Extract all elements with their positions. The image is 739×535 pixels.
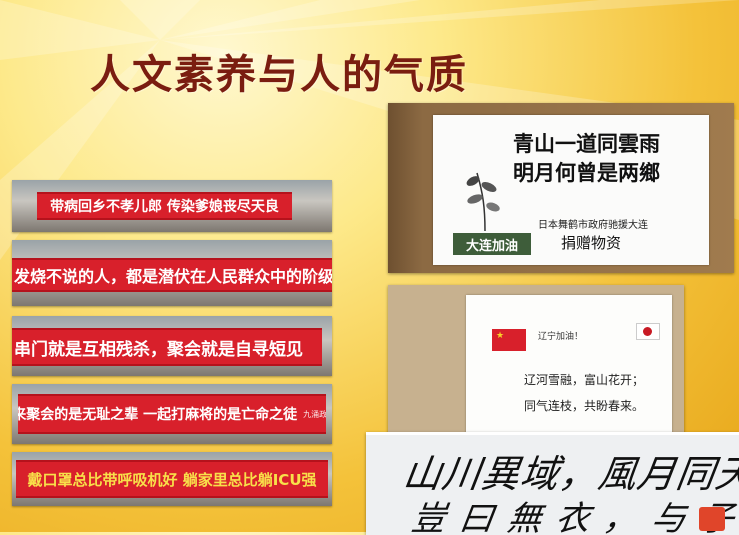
liaoning-sign-photo: ★ 辽宁加油！ 辽河雪融，富山花开； 同气连枝，共盼春来。 xyxy=(388,285,684,435)
gift-text: 捐赠物资 xyxy=(561,234,622,252)
banner-4-signature: 九涌政府 宣 xyxy=(303,409,326,419)
slide-title: 人文素养与人的气质 xyxy=(90,51,468,98)
donor-text: 日本舞鹤市政府驰援大连 xyxy=(538,220,648,231)
plant-branch-icon xyxy=(466,172,500,232)
banner-photo-1: 带病回乡不孝儿郎 传染爹娘丧尽天良 xyxy=(12,180,332,232)
verse-line-1: 辽河雪融，富山花开； xyxy=(524,373,645,387)
calligraphy-line-2: 豈曰無衣，与子同裳 xyxy=(408,499,739,535)
banner-1-text: 带病回乡不孝儿郎 传染爹娘丧尽天良 xyxy=(50,199,279,215)
calligraphy-line-1: 山川異域，風月同天 xyxy=(400,452,739,496)
red-logo-mark xyxy=(699,507,725,531)
banner-2-text: 发烧不说的人，都是潜伏在人民群众中的阶级敌 xyxy=(14,267,332,286)
liaoning-paper: ★ 辽宁加油！ 辽河雪融，富山花开； 同气连枝，共盼春来。 xyxy=(466,295,672,435)
poem-line-1: 青山一道同雲雨 xyxy=(513,131,660,156)
banner-5-text: 戴口罩总比带呼吸机好 躺家里总比躺ICU强 xyxy=(27,470,317,489)
banner-photo-2: 发烧不说的人，都是潜伏在人民群众中的阶级敌 xyxy=(12,240,332,306)
banner-4-text: 出来聚会的是无耻之辈 一起打麻将的是亡命之徒 xyxy=(18,407,298,423)
verse-line-2: 同气连枝，共盼春来。 xyxy=(524,399,645,413)
cheer-text: 辽宁加油！ xyxy=(538,332,584,342)
poem-line-2: 明月何曾是两鄉 xyxy=(513,160,660,185)
banner-4: 出来聚会的是无耻之辈 一起打麻将的是亡命之徒 九涌政府 宣 xyxy=(18,394,326,434)
banner-photo-5: 戴口罩总比带呼吸机好 躺家里总比躺ICU强 xyxy=(12,452,332,506)
banner-photo-4: 出来聚会的是无耻之辈 一起打麻将的是亡命之徒 九涌政府 宣 xyxy=(12,384,332,444)
banner-3-text: 串门就是互相残杀，聚会就是自寻短见 xyxy=(14,339,303,360)
banner-5: 戴口罩总比带呼吸机好 躺家里总比躺ICU强 xyxy=(16,460,328,498)
banner-1: 带病回乡不孝儿郎 传染爹娘丧尽天良 xyxy=(37,192,292,220)
donation-label-paper: 青山一道同雲雨 明月何曾是两鄉 日本舞鹤市政府驰援大连 捐赠物资 大连加油 xyxy=(433,115,709,265)
banner-photo-3: 串门就是互相残杀，聚会就是自寻短见 xyxy=(12,316,332,376)
banner-3: 串门就是互相残杀，聚会就是自寻短见 xyxy=(12,328,322,366)
poem-text: 青山一道同雲雨 明月何曾是两鄉 xyxy=(513,129,660,187)
banner-2: 发烧不说的人，都是潜伏在人民群众中的阶级敌 xyxy=(12,258,332,292)
donation-box-photo: 青山一道同雲雨 明月何曾是两鄉 日本舞鹤市政府驰援大连 捐赠物资 大连加油 xyxy=(388,103,734,273)
japan-flag-icon xyxy=(636,323,660,340)
dalian-tag: 大连加油 xyxy=(453,233,531,255)
calligraphy-photo: 山川異域，風月同天 豈曰無衣，与子同裳 xyxy=(366,432,739,535)
china-flag-icon: ★ xyxy=(492,329,526,351)
